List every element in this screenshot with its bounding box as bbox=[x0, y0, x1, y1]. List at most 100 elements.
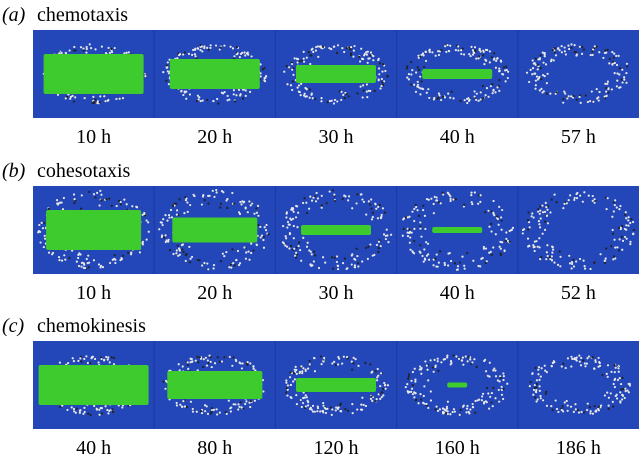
cell bbox=[369, 54, 372, 57]
cell bbox=[474, 48, 477, 52]
cell bbox=[594, 359, 597, 362]
cell bbox=[362, 403, 365, 407]
cell bbox=[367, 89, 370, 92]
cell bbox=[575, 260, 578, 263]
cell bbox=[166, 219, 169, 222]
cell bbox=[406, 76, 409, 79]
cell bbox=[420, 368, 423, 371]
cell bbox=[257, 223, 260, 227]
cell bbox=[484, 211, 487, 214]
cell bbox=[180, 89, 183, 92]
cell bbox=[630, 218, 633, 221]
cell bbox=[82, 412, 85, 415]
cell bbox=[210, 408, 214, 411]
cell bbox=[421, 87, 424, 90]
cell bbox=[244, 54, 247, 57]
cell bbox=[286, 388, 289, 391]
cell bbox=[313, 410, 316, 413]
cell bbox=[58, 52, 61, 55]
cell bbox=[551, 248, 555, 251]
cell bbox=[85, 355, 88, 358]
cell bbox=[58, 259, 61, 262]
cell bbox=[203, 261, 206, 265]
panel-title: chemokinesis bbox=[37, 315, 146, 337]
cell bbox=[441, 407, 445, 410]
cell bbox=[443, 263, 446, 267]
cell bbox=[316, 45, 319, 48]
cell bbox=[259, 72, 262, 75]
cell bbox=[207, 202, 210, 205]
cell bbox=[623, 396, 626, 400]
cell bbox=[563, 46, 566, 49]
cell bbox=[80, 360, 83, 363]
cell bbox=[417, 68, 421, 71]
cell bbox=[562, 101, 565, 104]
cell bbox=[429, 399, 433, 402]
cell bbox=[433, 358, 436, 362]
cell bbox=[492, 88, 495, 91]
cell bbox=[253, 399, 256, 402]
cell bbox=[605, 247, 608, 250]
cell bbox=[560, 365, 563, 368]
cell bbox=[598, 364, 602, 367]
cell bbox=[262, 238, 265, 242]
cell bbox=[310, 408, 313, 411]
panel-label: (a) bbox=[2, 4, 26, 26]
cell bbox=[406, 234, 410, 238]
cell bbox=[295, 57, 298, 60]
cell bbox=[420, 80, 423, 83]
cell bbox=[300, 405, 303, 409]
cell bbox=[588, 405, 592, 409]
cell bbox=[446, 354, 449, 357]
cell bbox=[299, 398, 302, 402]
cell bbox=[339, 410, 342, 413]
cell bbox=[203, 198, 206, 202]
cell bbox=[377, 205, 380, 208]
cell bbox=[201, 99, 204, 102]
cell bbox=[370, 218, 374, 221]
cell bbox=[501, 241, 504, 244]
cell bbox=[487, 95, 490, 98]
cell bbox=[465, 251, 469, 255]
cell bbox=[289, 84, 293, 87]
cell bbox=[527, 228, 530, 231]
cell bbox=[591, 356, 594, 359]
cell bbox=[191, 407, 194, 411]
cell bbox=[615, 206, 618, 209]
cell bbox=[419, 244, 422, 247]
cell bbox=[189, 400, 193, 403]
cell-mass bbox=[167, 371, 263, 399]
cell bbox=[425, 364, 428, 367]
cell bbox=[310, 48, 313, 51]
cell bbox=[436, 360, 439, 363]
cell bbox=[591, 199, 594, 202]
cell bbox=[446, 264, 450, 267]
cell bbox=[248, 401, 251, 404]
cell bbox=[386, 384, 390, 387]
time-label: 40 h bbox=[440, 126, 475, 148]
cell bbox=[285, 64, 288, 68]
cell bbox=[506, 239, 509, 243]
cell bbox=[413, 83, 416, 86]
cell bbox=[98, 204, 101, 207]
cell bbox=[228, 266, 231, 269]
cell bbox=[597, 99, 600, 102]
cell bbox=[377, 57, 380, 60]
cell bbox=[502, 372, 505, 375]
cell bbox=[239, 94, 242, 97]
cell bbox=[416, 83, 420, 86]
cell bbox=[120, 256, 123, 260]
cell bbox=[570, 46, 573, 49]
cell bbox=[181, 248, 184, 251]
cell bbox=[238, 211, 241, 214]
cell bbox=[541, 204, 544, 207]
cell bbox=[446, 400, 450, 403]
cell bbox=[450, 90, 453, 93]
cell bbox=[175, 404, 179, 407]
cell bbox=[69, 95, 73, 98]
cell bbox=[456, 268, 459, 271]
cell bbox=[323, 406, 326, 409]
cell bbox=[416, 66, 419, 69]
cell bbox=[467, 355, 470, 358]
cell bbox=[115, 204, 118, 208]
